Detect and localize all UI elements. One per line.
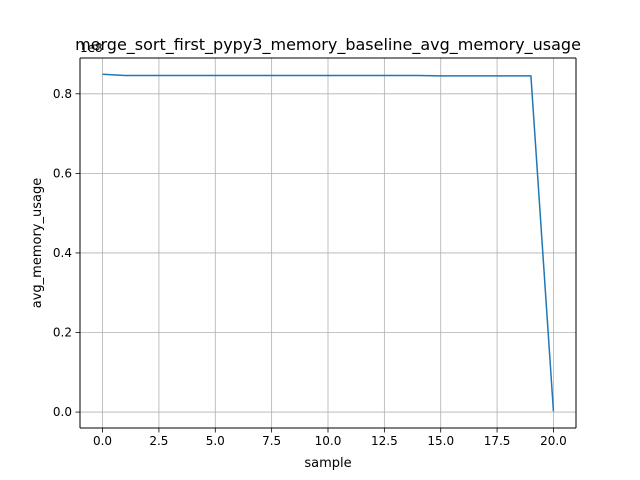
series-layer — [102, 73, 555, 412]
y-tick-label: 0.2 — [53, 326, 72, 340]
x-tick-label: 12.5 — [371, 434, 398, 448]
x-tick-label: 10.0 — [315, 434, 342, 448]
y-tick-label: 0.4 — [53, 246, 72, 260]
x-tick-label: 0.0 — [93, 434, 112, 448]
y-axis-label: avg_memory_usage — [30, 178, 45, 308]
x-tick-label: 17.5 — [484, 434, 511, 448]
x-tick-label: 2.5 — [149, 434, 168, 448]
chart-title: merge_sort_first_pypy3_memory_baseline_a… — [75, 35, 581, 55]
y-tick-label: 0.0 — [53, 405, 72, 419]
y-axis-ticks: 0.0 0.2 0.4 0.6 0.8 — [53, 87, 80, 419]
x-axis-ticks: 0.0 2.5 5.0 7.5 10.0 12.5 15.0 17.5 20.0 — [93, 428, 567, 448]
y-offset-text: 1e8 — [80, 41, 103, 55]
series-line — [102, 73, 555, 412]
x-tick-label: 20.0 — [540, 434, 567, 448]
x-tick-label: 15.0 — [427, 434, 454, 448]
y-tick-label: 0.8 — [53, 87, 72, 101]
x-axis-label: sample — [304, 456, 351, 471]
x-tick-label: 5.0 — [206, 434, 225, 448]
x-tick-label: 7.5 — [262, 434, 281, 448]
y-tick-label: 0.6 — [53, 166, 72, 180]
grid-lines — [80, 58, 576, 428]
plot-frame — [79, 57, 577, 429]
